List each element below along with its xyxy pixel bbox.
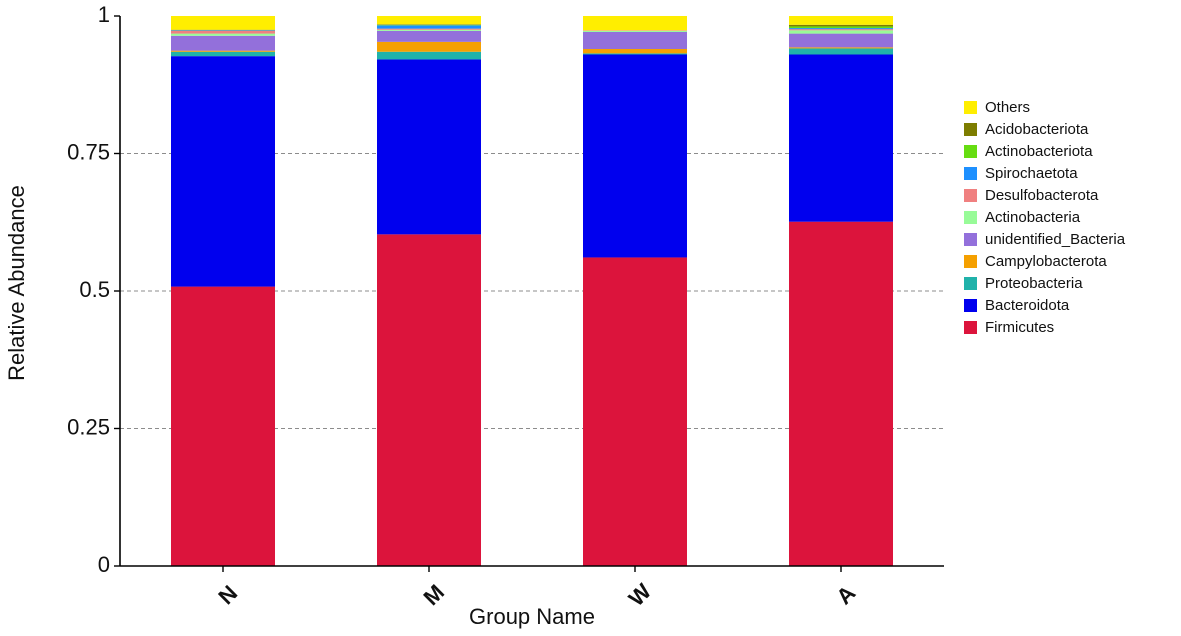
legend-item: Bacteroidota xyxy=(964,294,1125,316)
bar-segment-N-1 xyxy=(171,56,275,287)
bar-segment-A-8 xyxy=(789,26,893,29)
legend-swatch xyxy=(964,166,977,180)
bar-segment-M-0 xyxy=(377,234,481,566)
bar-segment-M-9 xyxy=(377,24,481,25)
legend-label: Actinobacteria xyxy=(985,208,1081,226)
bar-segment-A-10 xyxy=(789,16,893,25)
bar-segment-M-5 xyxy=(377,29,481,31)
bar-segment-W-4 xyxy=(583,31,687,49)
legend-swatch xyxy=(964,210,977,224)
bar-segment-M-6 xyxy=(377,28,481,30)
bar-segment-W-5 xyxy=(583,30,687,32)
bar-segment-N-0 xyxy=(171,286,275,566)
legend-label: Proteobacteria xyxy=(985,274,1083,292)
legend-label: Spirochaetota xyxy=(985,164,1078,182)
legend-item: unidentified_Bacteria xyxy=(964,228,1125,250)
bar-segment-M-3 xyxy=(377,41,481,52)
legend-label: Acidobacteriota xyxy=(985,120,1089,138)
bar-segment-A-4 xyxy=(789,33,893,48)
x-tick-label-M: M xyxy=(418,579,449,610)
bar-segment-W-0 xyxy=(583,257,687,566)
y-tick-label-4: 1 xyxy=(98,2,110,27)
bar-segment-M-7 xyxy=(377,25,481,29)
legend-swatch xyxy=(964,232,977,246)
x-tick-label-A: A xyxy=(831,580,860,609)
y-tick-label-3: 0.75 xyxy=(67,139,110,164)
bar-segment-N-5 xyxy=(171,33,275,36)
legend-item: Firmicutes xyxy=(964,316,1125,338)
bar-segment-A-0 xyxy=(789,221,893,566)
legend-label: Campylobacterota xyxy=(985,252,1107,270)
legend-label: Actinobacteriota xyxy=(985,142,1093,160)
bar-segment-N-10 xyxy=(171,16,275,30)
bar-segment-M-10 xyxy=(377,16,481,25)
legend-swatch xyxy=(964,100,977,114)
legend-item: Actinobacteria xyxy=(964,206,1125,228)
x-axis-title: Group Name xyxy=(469,604,595,629)
legend-item: Spirochaetota xyxy=(964,162,1125,184)
bar-segment-A-6 xyxy=(789,29,893,31)
legend-label: Bacteroidota xyxy=(985,296,1070,314)
x-tick-label-W: W xyxy=(624,578,657,611)
bar-segment-N-7 xyxy=(171,30,275,31)
y-axis-title: Relative Abundance xyxy=(4,185,29,381)
bar-segment-W-1 xyxy=(583,54,687,258)
x-tick-label-N: N xyxy=(213,580,242,609)
legend-swatch xyxy=(964,254,977,268)
bar-segment-W-2 xyxy=(583,53,687,55)
legend-item: Desulfobacterota xyxy=(964,184,1125,206)
legend-swatch xyxy=(964,298,977,312)
legend-swatch xyxy=(964,320,977,334)
bar-segment-M-1 xyxy=(377,59,481,235)
bar-segment-N-3 xyxy=(171,50,275,52)
bar-segment-A-1 xyxy=(789,54,893,222)
bar-segment-A-3 xyxy=(789,47,893,49)
legend-label: Firmicutes xyxy=(985,318,1055,336)
legend-swatch xyxy=(964,188,977,202)
bar-segment-A-2 xyxy=(789,48,893,55)
y-tick-label-1: 0.25 xyxy=(67,414,110,439)
legend-label: Others xyxy=(985,98,1031,116)
legend: Others Acidobacteriota Actinobacteriota Spi… xyxy=(964,96,1125,338)
legend-item: Acidobacteriota xyxy=(964,118,1125,140)
bar-segment-W-6 xyxy=(583,30,687,31)
legend-item: Others xyxy=(964,96,1125,118)
bar-segment-A-7 xyxy=(789,28,893,30)
bar-segment-M-8 xyxy=(377,24,481,26)
legend-swatch xyxy=(964,122,977,136)
bar-segment-W-3 xyxy=(583,49,687,54)
legend-label: unidentified_Bacteria xyxy=(985,230,1126,248)
legend-swatch xyxy=(964,144,977,158)
bar-segment-N-2 xyxy=(171,51,275,57)
legend-label: Desulfobacterota xyxy=(985,186,1099,204)
y-tick-label-2: 0.5 xyxy=(79,277,110,302)
bar-segment-N-6 xyxy=(171,30,275,34)
legend-item: Proteobacteria xyxy=(964,272,1125,294)
legend-item: Campylobacterota xyxy=(964,250,1125,272)
legend-item: Actinobacteriota xyxy=(964,140,1125,162)
bar-segment-A-5 xyxy=(789,30,893,34)
bar-segment-M-4 xyxy=(377,30,481,42)
legend-swatch xyxy=(964,276,977,290)
bar-segment-N-4 xyxy=(171,35,275,51)
y-tick-label-0: 0 xyxy=(98,552,110,577)
bar-segment-N-9 xyxy=(171,29,275,31)
bar-segment-W-10 xyxy=(583,16,687,31)
bar-segment-M-2 xyxy=(377,51,481,60)
bar-segment-A-9 xyxy=(789,24,893,27)
